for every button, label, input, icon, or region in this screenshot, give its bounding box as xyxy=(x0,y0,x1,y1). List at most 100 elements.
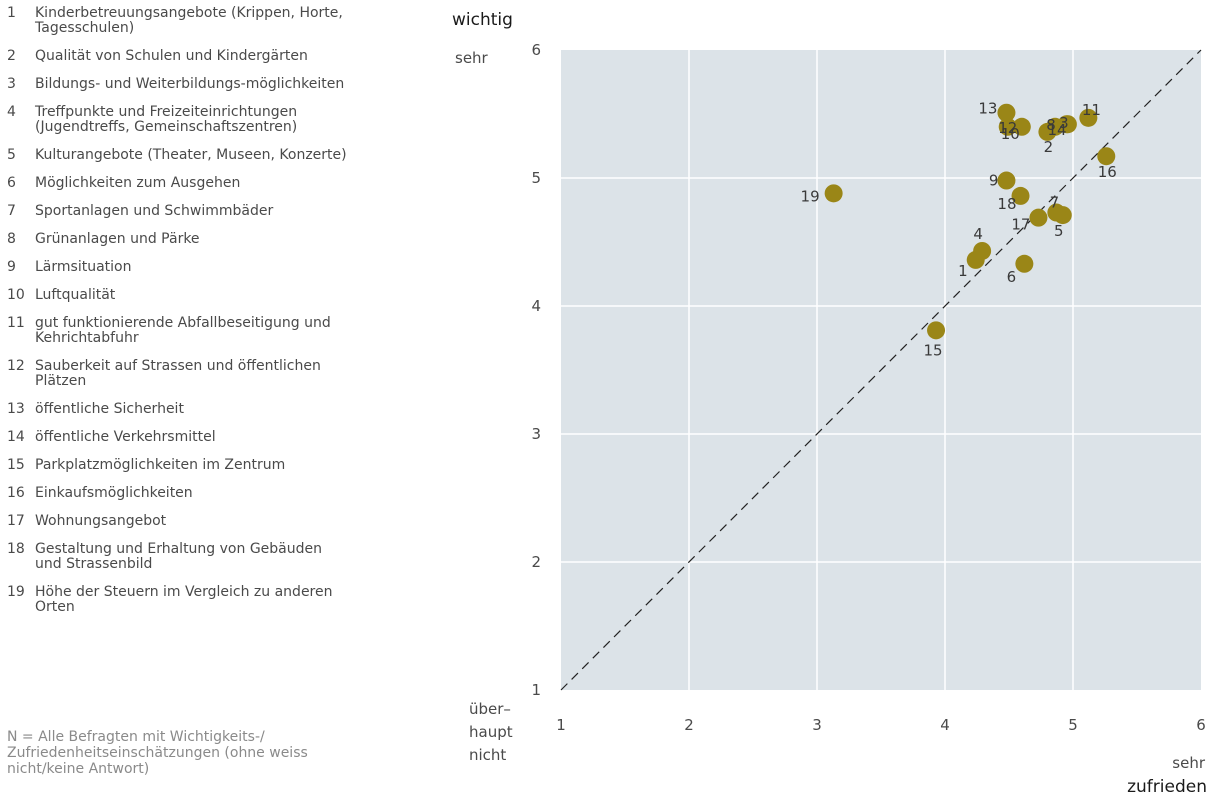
legend-text: Treffpunkte und Freizeiteinrichtungen (J… xyxy=(35,104,298,135)
legend-item: 3 Bildungs- und Weiterbildungs-möglichkei… xyxy=(7,77,347,92)
y-tick-label: 3 xyxy=(531,425,541,443)
data-point-label: 12 xyxy=(998,119,1017,137)
data-point-label: 10 xyxy=(1001,125,1020,143)
legend-number: 1 xyxy=(7,5,16,21)
legend-item: 9 Lärmsituation xyxy=(7,260,347,275)
data-point-label: 13 xyxy=(978,100,997,118)
x-axis-annotations: sehr zufrieden xyxy=(1127,754,1207,797)
x-tick-label: 4 xyxy=(940,716,950,734)
legend-number: 3 xyxy=(7,76,16,92)
legend-text: Lärmsituation xyxy=(35,259,132,275)
legend-number: 18 xyxy=(7,541,25,557)
legend-number: 9 xyxy=(7,259,16,275)
legend-item: 12 Sauberkeit auf Strassen und öffentlich… xyxy=(7,359,347,389)
data-point xyxy=(1079,108,1098,127)
legend-text: Luftqualität xyxy=(35,287,116,303)
data-point xyxy=(997,171,1016,190)
legend-text: Gestaltung und Erhaltung von Gebäuden un… xyxy=(35,541,322,572)
legend-item: 13 öffentliche Sicherheit xyxy=(7,402,347,417)
legend-number: 5 xyxy=(7,147,16,163)
legend-number: 15 xyxy=(7,457,25,473)
x-axis-right-label: sehr xyxy=(1172,754,1206,772)
legend-text: Kulturangebote (Theater, Museen, Konzert… xyxy=(35,147,347,163)
x-tick-label: 5 xyxy=(1068,716,1078,734)
legend-text: Grünanlagen und Pärke xyxy=(35,231,200,247)
data-point-label: 16 xyxy=(1098,163,1117,181)
data-point-label: 14 xyxy=(1048,121,1067,139)
data-point-label: 1 xyxy=(958,262,968,280)
data-point-label: 19 xyxy=(801,187,820,205)
legend-text: Höhe der Steuern im Vergleich zu anderen… xyxy=(35,584,333,615)
legend-item: 18 Gestaltung und Erhaltung von Gebäuden … xyxy=(7,542,347,572)
data-point-label: 11 xyxy=(1082,101,1101,119)
data-point-label: 3 xyxy=(1059,114,1069,132)
legend-item: 4 Treffpunkte und Freizeiteinrichtungen (… xyxy=(7,105,347,135)
legend-item: 19 Höhe der Steuern im Vergleich zu ander… xyxy=(7,585,347,615)
y-axis-bottom-label: über– haupt nicht xyxy=(469,700,517,764)
sample-note: N = Alle Befragten mit Wichtigkeits-/ Zu… xyxy=(7,729,308,777)
data-point-label: 15 xyxy=(923,341,942,359)
y-axis-top-label-bold: wichtig xyxy=(452,10,513,30)
legend-number: 16 xyxy=(7,485,25,501)
legend-text: Wohnungsangebot xyxy=(35,513,167,529)
legend-number: 2 xyxy=(7,48,16,64)
data-point-label: 9 xyxy=(989,172,999,190)
gridlines xyxy=(561,50,1201,690)
y-tick-label: 6 xyxy=(531,41,541,59)
data-point-label: 2 xyxy=(1044,138,1054,156)
legend-text: öffentliche Verkehrsmittel xyxy=(35,429,216,445)
legend-item: 5 Kulturangebote (Theater, Museen, Konzer… xyxy=(7,148,347,163)
legend-text: Parkplatzmöglichkeiten im Zentrum xyxy=(35,457,286,473)
y-tick-label: 4 xyxy=(531,297,541,315)
data-point xyxy=(1047,203,1066,222)
x-tick-label: 3 xyxy=(812,716,822,734)
data-point xyxy=(1057,115,1076,134)
legend-number: 19 xyxy=(7,584,25,600)
data-point xyxy=(1029,208,1048,227)
data-point-label: 7 xyxy=(1050,194,1060,212)
data-point xyxy=(824,184,843,203)
legend-text: Einkaufsmöglichkeiten xyxy=(35,485,193,501)
y-tick-label: 5 xyxy=(531,169,541,187)
legend-item: 7 Sportanlagen und Schwimmbäder xyxy=(7,204,347,219)
data-point xyxy=(927,321,946,340)
legend-number: 12 xyxy=(7,358,25,374)
legend-number: 14 xyxy=(7,429,25,445)
data-point-label: 5 xyxy=(1054,222,1064,240)
data-point xyxy=(1015,254,1034,273)
legend-number: 4 xyxy=(7,104,16,120)
legend-number: 11 xyxy=(7,315,25,331)
x-tick-label: 6 xyxy=(1196,716,1206,734)
legend-item: 1 Kinderbetreuungsangebote (Krippen, Hort… xyxy=(7,6,347,36)
y-axis-annotations: wichtig sehr über– haupt nicht xyxy=(452,10,517,764)
data-point xyxy=(1011,186,1030,205)
legend-number: 13 xyxy=(7,401,25,417)
legend-text: Bildungs- und Weiterbildungs-möglichkeit… xyxy=(35,76,345,92)
data-point-label: 18 xyxy=(997,195,1016,213)
reference-diagonal xyxy=(560,49,1202,691)
data-point xyxy=(1012,117,1031,136)
legend-number: 6 xyxy=(7,175,16,191)
y-tick-label: 2 xyxy=(531,553,541,571)
data-point-label: 4 xyxy=(973,225,983,243)
legend-item: 14 öffentliche Verkehrsmittel xyxy=(7,430,347,445)
legend-text: öffentliche Sicherheit xyxy=(35,401,184,417)
legend-item: 10 Luftqualität xyxy=(7,288,347,303)
legend-item: 15 Parkplatzmöglichkeiten im Zentrum xyxy=(7,458,347,473)
x-tick-label: 2 xyxy=(684,716,694,734)
legend-text: gut funktionierende Abfallbeseitigung un… xyxy=(35,315,331,346)
data-point-label: 17 xyxy=(1011,216,1030,234)
legend-number: 17 xyxy=(7,513,25,529)
legend-item: 6 Möglichkeiten zum Ausgehen xyxy=(7,176,347,191)
legend-item: 11 gut funktionierende Abfallbeseitigung … xyxy=(7,316,347,346)
x-tick-label: 1 xyxy=(556,716,566,734)
legend-text: Qualität von Schulen und Kindergärten xyxy=(35,48,308,64)
legend-item: 2 Qualität von Schulen und Kindergärten xyxy=(7,49,347,64)
data-point xyxy=(998,117,1017,136)
legend-text: Möglichkeiten zum Ausgehen xyxy=(35,175,241,191)
y-axis-top-label: sehr xyxy=(455,49,489,67)
y-tick-label: 1 xyxy=(531,681,541,699)
